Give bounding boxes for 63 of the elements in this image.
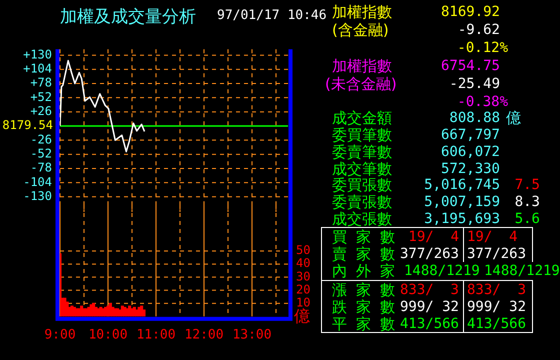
text: 1488/1219 <box>484 263 560 279</box>
text: 3,195,693 <box>424 211 500 227</box>
y-axis-title: 億 <box>294 306 310 326</box>
y-tick-label: +78 <box>30 76 52 90</box>
x-tick-label: 10:00 <box>88 328 128 343</box>
text: 8169.92 <box>440 4 500 20</box>
x-tick-label: 12:00 <box>184 328 224 343</box>
text: 5,007,159 <box>424 194 500 210</box>
y-tick-label: -130 <box>23 188 52 203</box>
text: 8.3 <box>514 194 540 210</box>
text: 667,797 <box>440 127 500 143</box>
text: 委賣張數 <box>332 193 392 211</box>
text: 億 <box>506 109 521 127</box>
y-tick-label: +52 <box>30 90 52 104</box>
text: 572,330 <box>440 161 500 177</box>
chart-title: 加權及成交量分析 <box>60 6 196 28</box>
chart-subtitle: 97/01/17 10:46 <box>217 8 327 23</box>
y-tick-label: -52 <box>30 146 52 160</box>
text: 19/ 4 <box>467 229 518 245</box>
text: 19/ 4 <box>408 229 459 245</box>
text: 買家數 <box>332 228 404 246</box>
text: 成交金額 <box>332 109 392 127</box>
text: 833/ 3 <box>467 282 526 298</box>
text: 成交筆數 <box>332 160 392 178</box>
y-tick-label: 40 <box>296 256 310 270</box>
text: -25.49 <box>449 76 500 92</box>
text: 8179.54 <box>2 118 53 132</box>
y-tick-label: +26 <box>30 104 52 118</box>
text: 6754.75 <box>440 58 500 74</box>
text: (含金融) <box>332 21 389 39</box>
y-tick-label: +130 <box>23 47 52 62</box>
y-tick-label: 50 <box>296 243 310 258</box>
text: 5.6 <box>514 211 540 227</box>
text: 7.5 <box>514 177 540 193</box>
y-tick-label: +104 <box>23 61 52 76</box>
y-tick-label: 10 <box>296 295 310 310</box>
text: 成交張數 <box>332 210 392 228</box>
y-tick-label: -104 <box>23 174 52 189</box>
text: 加權指數 <box>332 3 392 21</box>
text: 委買張數 <box>332 176 392 194</box>
x-tick-label: 11:00 <box>136 328 176 343</box>
y-tick-label: -78 <box>30 160 52 175</box>
text: 5,016,745 <box>424 177 500 193</box>
x-tick-label: 13:00 <box>232 328 272 343</box>
text: 委買筆數 <box>332 126 392 144</box>
y-tick-label: 20 <box>296 282 310 296</box>
text: 413/566 <box>467 316 526 332</box>
text: 999/ 32 <box>467 299 526 315</box>
text: -0.12% <box>457 40 508 56</box>
text: 377/263 <box>467 246 526 262</box>
text: -0.38% <box>457 94 508 110</box>
y-tick-label: 30 <box>296 269 310 284</box>
text: 加權指數 <box>332 57 392 75</box>
bar <box>142 310 146 316</box>
x-tick-label: 9:00 <box>44 328 76 343</box>
text: 606,072 <box>440 144 500 160</box>
text: 808.88 <box>449 110 500 126</box>
text: 1488/1219 <box>404 263 480 279</box>
text: (未含金融) <box>325 75 397 93</box>
text: -9.62 <box>458 22 500 38</box>
text: 內外家 <box>332 262 404 280</box>
text: 委賣筆數 <box>332 143 392 161</box>
y-tick-label: -26 <box>30 132 52 146</box>
